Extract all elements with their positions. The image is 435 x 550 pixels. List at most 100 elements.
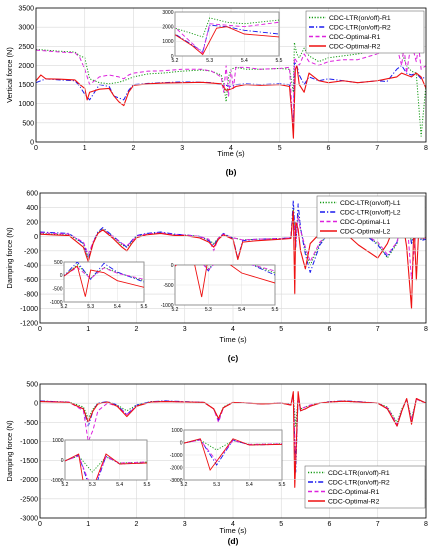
x-tick-label: 8 [424,326,428,333]
legend-entry: CDC-LTR(on/off)-L1 [340,200,401,207]
inset-plot: 5.2 5.3 5.4 5.5 -1000 -500 0 500 [50,260,148,310]
x-tick-label: 4 [229,145,233,152]
x-tick-label: 6 [327,145,331,152]
inset-y-tick-label: 0 [180,440,183,446]
inset-x-tick-label: 5.4 [116,482,123,488]
y-tick-label: -600 [24,277,38,284]
inset-plot: 5.2 5.3 5.4 5.5 -1000 -500 0 [161,263,279,313]
series-line-1 [40,206,426,266]
inset-y-tick-label: 3000 [162,10,173,16]
x-tick-label: 6 [328,521,332,528]
y-tick-label: 400 [26,205,38,212]
inset-x-tick-label: 5.4 [246,482,253,488]
y-tick-label: -1500 [20,458,38,465]
inset-y-tick-label: -3000 [170,478,183,484]
y-tick-label: 0 [30,140,34,147]
inset-y-tick-label: 0 [61,458,64,464]
legend-entry: CDC-LTR(on/off)-R1 [329,15,391,22]
inset-x-tick-label: 5.4 [241,58,248,64]
x-tick-label: 8 [424,521,428,528]
x-tick-label: 8 [424,145,428,152]
inset-x-tick-label: 5.3 [206,58,213,64]
plot-frame [35,7,427,143]
y-tick-label: -800 [24,292,38,299]
plot-frame [39,192,427,324]
panel-1-axes: 0 1 2 3 4 5 6 7 8 0 500 1000 1500 2000 2500 3000 3500 Tim… [5,6,428,178]
inset-x-tick-label: 5.3 [205,307,212,313]
y-tick-label: 3500 [18,6,34,13]
x-tick-label: 7 [376,521,380,528]
x-tick-label: 4 [231,521,235,528]
y-tick-label: -2500 [20,496,38,503]
legend-entry: CDC-LTR(on/off)-R2 [329,25,391,32]
inset-y-tick-label: 0 [171,263,174,269]
legend-entry: CDC-Optimal-R1 [329,34,381,41]
y-tick-label: 3000 [18,25,34,32]
y-axis-label: Damping force (N) [5,420,14,482]
inset-x-tick-label: 5.2 [172,307,179,313]
inset-x-tick-label: 5.3 [87,304,94,310]
x-tick-label: 2 [135,521,139,528]
x-tick-label: 5 [279,326,283,333]
inset-frame [63,261,145,303]
inset-y-tick-label: 2000 [162,24,173,30]
inset-y-tick-label: 1000 [52,438,63,444]
y-tick-label: 0 [34,234,38,241]
inset-y-tick-label: -500 [163,283,173,289]
series-line-2 [36,61,426,132]
inset-x-tick-label: 5.5 [144,482,151,488]
legend-entry: CDC-LTR(on/off)-L2 [340,210,401,217]
y-tick-label: 2500 [18,44,34,51]
x-axis-label: Time (s) [217,149,245,158]
inset-plot: 5.2 5.3 5.4 5.5 0 1000 2000 3000 [162,10,282,64]
inset-x-tick-label: 5.2 [61,304,68,310]
x-tick-label: 4 [231,326,235,333]
x-tick-label: 0 [38,326,42,333]
panel-d [40,391,426,488]
inset-y-tick-label: 500 [54,260,63,266]
x-axis-label: Time (s) [219,526,247,535]
y-tick-label: -2000 [20,477,38,484]
x-tick-label: 1 [86,326,90,333]
y-tick-label: 0 [34,401,38,408]
series-group [40,391,426,488]
legend: CDC-LTR(on/off)-R1 CDC-LTR(on/off)-R2 CDC-… [304,465,426,509]
legend-entry: CDC-Optimal-R2 [328,499,380,506]
legend: CDC-LTR(on/off)-L1 CDC-LTR(on/off)-L2 CDC-… [316,195,426,239]
inset-y-tick-label: -2000 [170,465,183,471]
panel-caption: (d) [228,536,239,546]
x-axis-label: Time (s) [219,335,247,344]
inset-y-tick-label: -1000 [50,300,63,306]
inset-y-tick-label: -500 [52,286,62,292]
x-tick-label: 3 [183,326,187,333]
y-tick-label: 1500 [18,82,34,89]
legend-entry: CDC-Optimal-L2 [340,229,390,236]
x-tick-label: 7 [376,326,380,333]
series-line-4 [36,64,426,139]
inset-frame [174,11,280,57]
x-tick-label: 1 [83,145,87,152]
y-axis-label: Damping force (N) [5,227,14,289]
y-tick-label: -1200 [20,321,38,328]
x-tick-label: 0 [34,145,38,152]
x-tick-label: 2 [135,326,139,333]
inset-x-tick-label: 5.2 [181,482,188,488]
inset-y-tick-label: 1000 [171,428,182,434]
x-tick-label: 5 [278,145,282,152]
y-tick-label: -3000 [20,516,38,523]
series-line-4 [40,391,426,488]
panel-caption: (c) [228,353,239,363]
panel-caption: (b) [226,167,237,177]
x-tick-label: 7 [375,145,379,152]
inset-y-tick-label: 1000 [162,39,173,45]
x-tick-label: 5 [279,521,283,528]
legend: CDC-LTR(on/off)-R1 CDC-LTR(on/off)-R2 CDC-… [305,10,425,54]
legend-entry: CDC-Optimal-R1 [328,489,380,496]
inset-y-tick-label: 0 [171,54,174,60]
inset-x-tick-label: 5.5 [279,482,286,488]
y-tick-label: 200 [26,219,38,226]
y-tick-label: 2000 [18,63,34,70]
inset-x-tick-label: 5.2 [172,58,179,64]
x-tick-label: 3 [183,521,187,528]
y-tick-label: 500 [22,120,34,127]
